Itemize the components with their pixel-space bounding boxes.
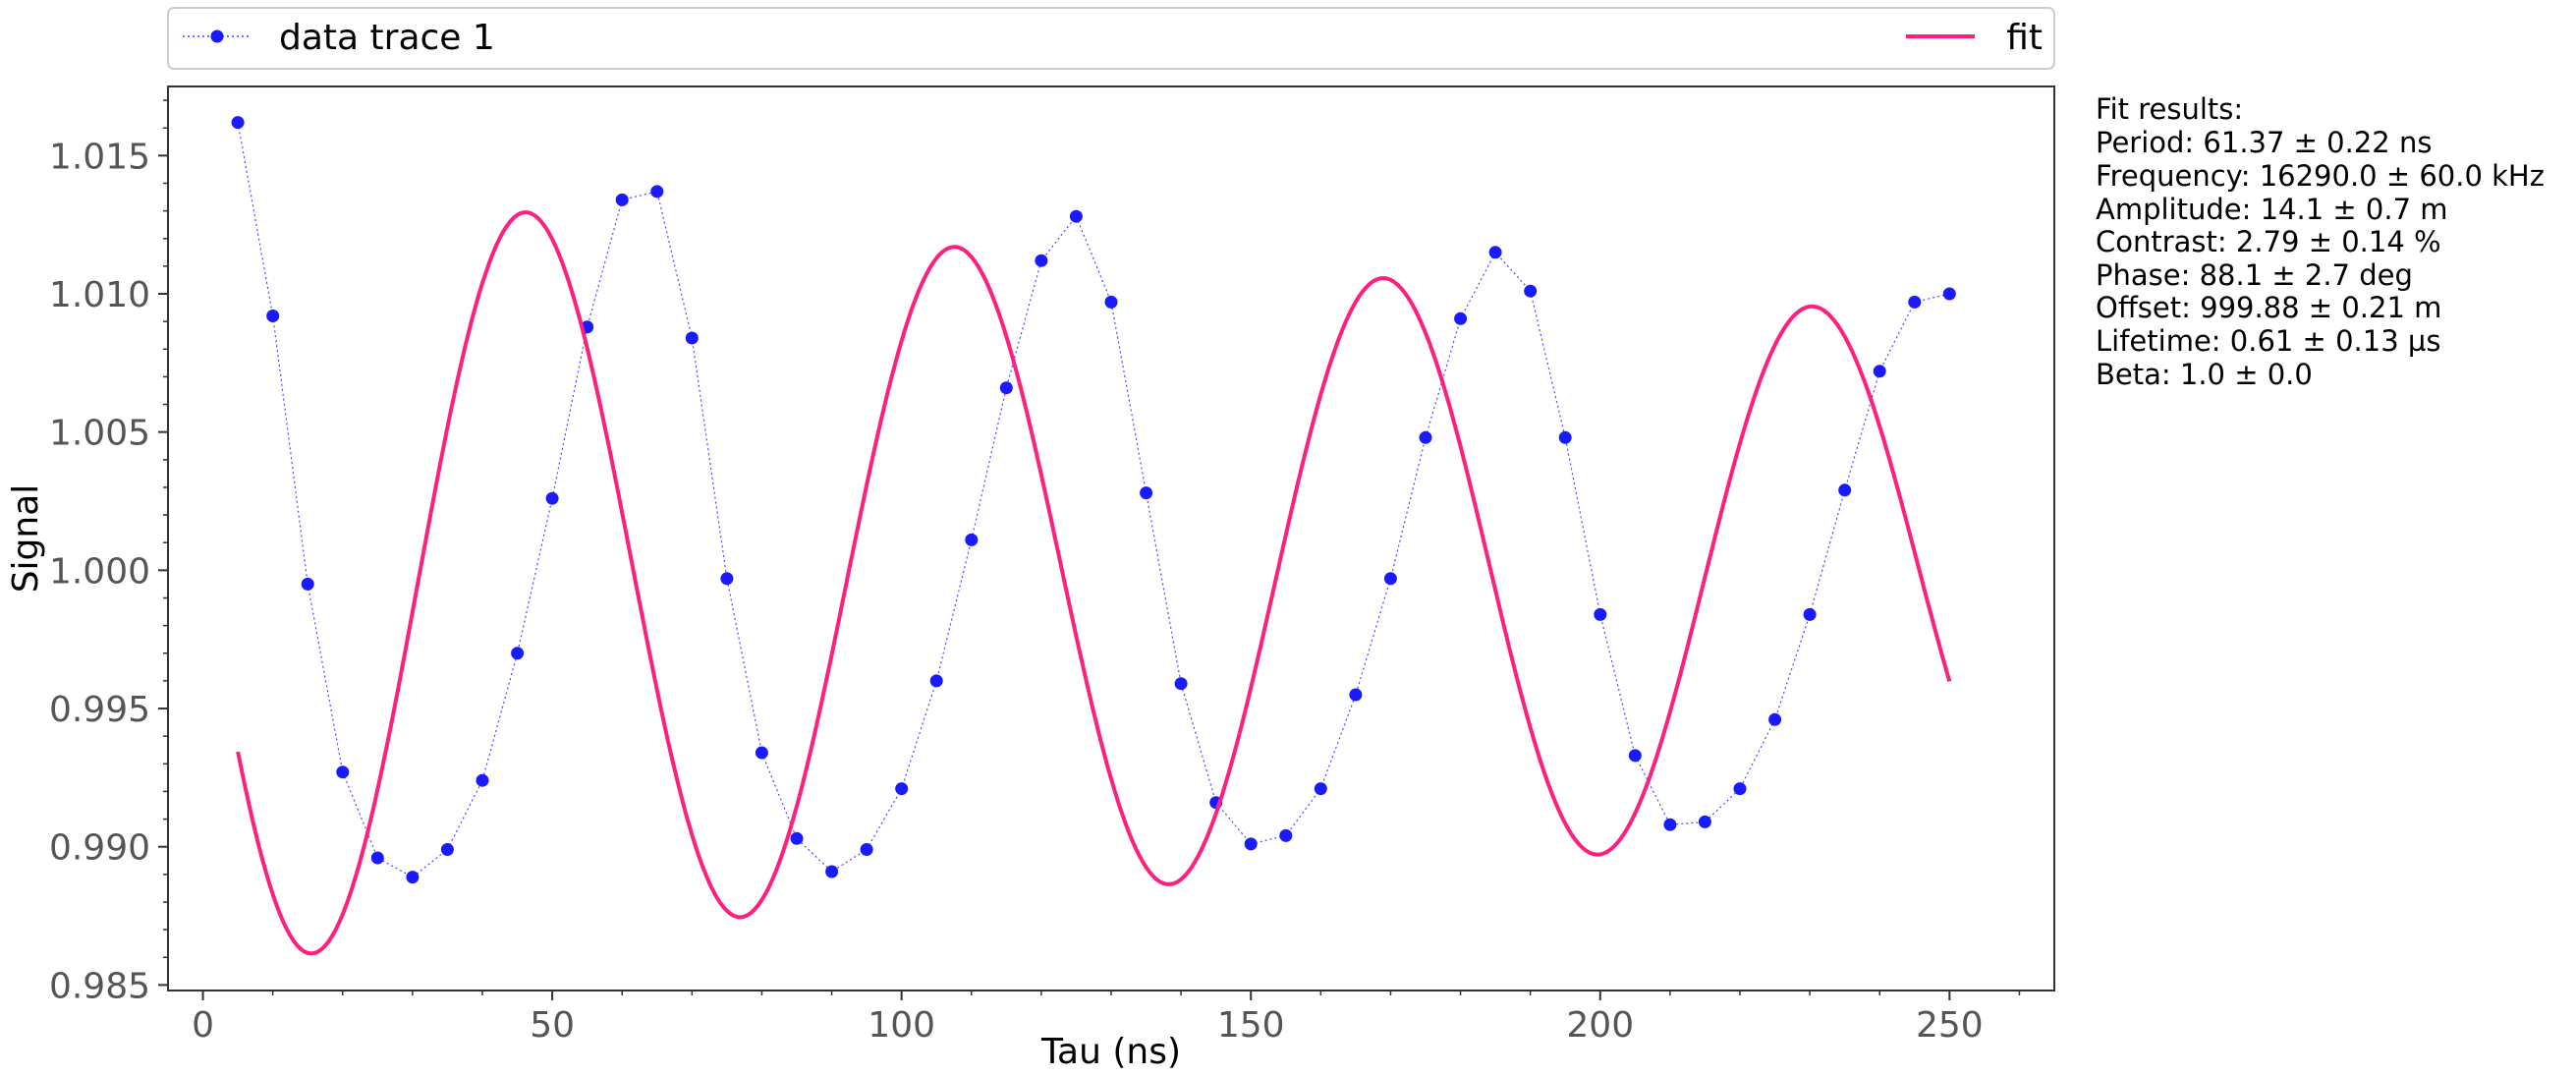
x-tick-label: 250 [1916,1005,1984,1046]
fit-result-line: Offset: 999.88 ± 0.21 m [2096,291,2441,324]
data-point [1244,837,1258,851]
fit-results-panel: Fit results: Period: 61.37 ± 0.22 ns Fre… [2096,92,2545,391]
plot-area [167,85,2055,991]
data-point [720,572,734,586]
y-tick-label: 1.010 [49,275,150,315]
legend-data-label: data trace 1 [279,18,495,58]
data-point [511,647,525,660]
data-point [860,843,873,856]
y-tick-label: 0.995 [49,690,150,730]
data-point [1104,295,1118,309]
fit-result-line: Amplitude: 14.1 ± 0.7 m [2096,193,2448,226]
data-trace-line [237,122,1950,878]
data-point [929,674,943,688]
fit-curve [236,210,1952,956]
data-point [1803,607,1817,621]
data-point [1628,749,1642,763]
y-axis: 0.985 0.990 0.995 1.000 1.005 1.010 1.015 [49,137,168,1006]
x-tick-label: 100 [868,1005,935,1046]
data-point [440,843,454,856]
x-axis-label: Tau (ns) [1040,1032,1181,1072]
fit-result-line: Contrast: 2.79 ± 0.14 % [2096,225,2441,258]
data-point [1174,677,1188,691]
data-point [999,381,1013,395]
fit-result-line: Phase: 88.1 ± 2.7 deg [2096,258,2413,292]
x-tick-label: 0 [192,1005,214,1046]
data-point [406,871,420,884]
minor-ticks [163,99,2021,995]
data-point [1140,486,1153,500]
fit-result-line: Period: 61.37 ± 0.22 ns [2096,126,2432,159]
data-point [1942,287,1956,301]
fit-result-line: Lifetime: 0.61 ± 0.13 µs [2096,324,2440,358]
legend-frame [167,7,2055,70]
data-point [1419,430,1432,444]
data-point [1314,782,1327,796]
data-point [1524,284,1538,298]
data-trace-series [231,116,1956,884]
data-point [301,577,314,591]
data-point [1383,572,1397,586]
x-tick-label: 150 [1217,1005,1285,1046]
x-axis: 0 50 100 150 200 250 [192,991,1984,1046]
data-point [545,491,559,505]
data-point [1873,365,1886,378]
fit-result-line: Beta: 1.0 ± 0.0 [2096,358,2313,391]
data-point [1908,295,1922,309]
data-point [336,765,350,779]
y-tick-label: 0.990 [49,828,150,869]
x-tick-label: 50 [530,1005,575,1046]
data-point [370,851,384,865]
data-point [895,782,909,796]
data-point [1838,483,1852,497]
fit-result-line: Frequency: 16290.0 ± 60.0 kHz [2096,159,2545,193]
data-point [650,185,664,198]
y-tick-label: 1.005 [49,414,150,454]
data-point [231,116,245,130]
legend: data trace 1 fit [167,7,2055,70]
data-point [1733,782,1747,796]
data-point [1035,254,1048,267]
legend-data-marker-icon [210,29,224,43]
data-point [1663,818,1677,831]
data-point [1768,712,1782,726]
data-point [965,533,979,546]
data-point [1069,209,1083,223]
data-point [476,773,489,787]
data-point [266,310,280,322]
data-point [790,831,804,845]
data-point [1488,246,1502,259]
data-point [685,331,699,345]
y-tick-label: 1.000 [49,551,150,592]
fit-series [236,210,1952,956]
data-point [755,746,768,760]
data-point [1558,430,1572,444]
data-point [1698,815,1711,828]
fit-results-title: Fit results: [2096,92,2243,126]
data-point [615,193,629,206]
legend-fit-label: fit [2006,18,2043,58]
data-point [1279,828,1293,842]
y-tick-label: 1.015 [49,137,150,177]
x-tick-label: 200 [1566,1005,1634,1046]
data-point [1349,688,1363,702]
data-point [825,865,839,878]
data-point [1454,311,1468,325]
data-point [1594,607,1607,621]
y-tick-label: 0.985 [49,966,150,1006]
y-axis-label: Signal [6,484,46,594]
